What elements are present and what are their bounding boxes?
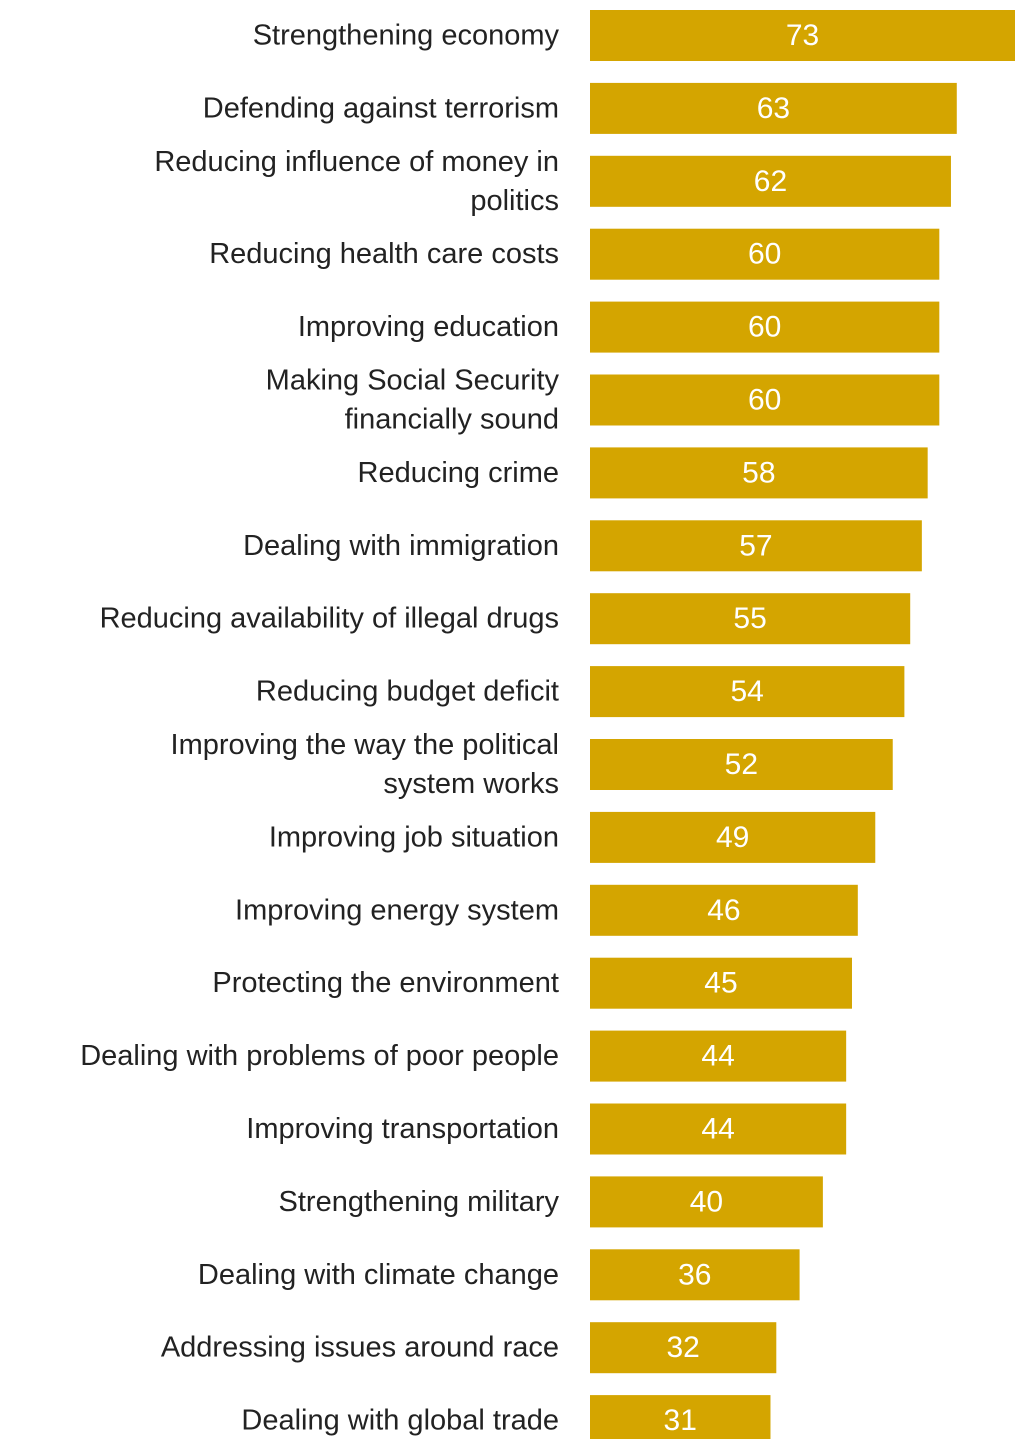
category-label-line: Defending against terrorism bbox=[203, 92, 559, 124]
data-label: 62 bbox=[754, 165, 787, 198]
bar bbox=[590, 520, 922, 572]
data-label: 60 bbox=[748, 238, 781, 271]
category-label: Protecting the environment bbox=[212, 967, 559, 999]
bar bbox=[590, 1395, 771, 1439]
data-label: 60 bbox=[748, 384, 781, 417]
category-label: Improving energy system bbox=[235, 894, 559, 926]
data-label: 57 bbox=[739, 529, 772, 562]
data-label: 55 bbox=[733, 602, 766, 635]
category-label-line: Improving transportation bbox=[246, 1113, 559, 1145]
category-label-line: Making Social Security bbox=[266, 365, 560, 397]
bar bbox=[590, 1322, 777, 1374]
category-label-line: Dealing with problems of poor people bbox=[80, 1040, 559, 1072]
category-label: Reducing influence of money in politics bbox=[154, 146, 559, 217]
category-label-line: Improving education bbox=[298, 311, 559, 343]
data-label: 32 bbox=[666, 1331, 699, 1364]
category-label-line: Strengthening economy bbox=[253, 20, 560, 52]
category-label: Dealing with immigration bbox=[243, 530, 559, 562]
bar bbox=[590, 10, 1015, 61]
category-label: Defending against terrorism bbox=[203, 92, 559, 124]
bar bbox=[590, 666, 905, 718]
data-label: 45 bbox=[704, 967, 737, 1000]
data-label: 44 bbox=[701, 1113, 734, 1146]
category-label-line: financially sound bbox=[345, 404, 559, 436]
category-label: Improving education bbox=[298, 311, 559, 343]
bar bbox=[590, 957, 852, 1009]
category-label-line: Reducing availability of illegal drugs bbox=[100, 603, 559, 635]
category-label-line: Reducing crime bbox=[358, 457, 559, 489]
category-label-line: Reducing influence of money in bbox=[154, 146, 559, 178]
data-label: 31 bbox=[664, 1404, 697, 1437]
bar bbox=[590, 374, 940, 426]
bar bbox=[590, 739, 893, 790]
bar bbox=[590, 1030, 847, 1082]
category-label: Dealing with climate change bbox=[198, 1259, 559, 1291]
category-label: Dealing with problems of poor people bbox=[80, 1040, 559, 1072]
category-label-line: Improving the way the political bbox=[171, 729, 559, 761]
category-label: Making Social Security financially sound bbox=[266, 365, 560, 436]
category-label-line: Dealing with immigration bbox=[243, 530, 559, 562]
category-label-line: Improving job situation bbox=[269, 821, 559, 853]
bar bbox=[590, 1249, 800, 1301]
data-label: 46 bbox=[707, 894, 740, 927]
data-label: 40 bbox=[690, 1185, 723, 1218]
bar bbox=[590, 82, 957, 134]
bar bbox=[590, 155, 951, 207]
category-label-line: Protecting the environment bbox=[212, 967, 559, 999]
category-label: Dealing with global trade bbox=[241, 1405, 559, 1437]
data-label: 63 bbox=[757, 92, 790, 125]
category-label-line: Reducing budget deficit bbox=[256, 676, 559, 708]
data-label: 73 bbox=[786, 19, 819, 52]
category-label: Strengthening military bbox=[279, 1186, 560, 1218]
data-label: 54 bbox=[731, 675, 764, 708]
category-label: Reducing availability of illegal drugs bbox=[100, 603, 559, 635]
category-label-line: Strengthening military bbox=[279, 1186, 560, 1218]
bar bbox=[590, 811, 876, 863]
category-label: Improving job situation bbox=[269, 821, 559, 853]
category-label: Improving transportation bbox=[246, 1113, 559, 1145]
category-label-line: politics bbox=[470, 185, 559, 217]
category-label-line: Dealing with global trade bbox=[241, 1405, 559, 1437]
data-label: 60 bbox=[748, 311, 781, 344]
category-label: Reducing budget deficit bbox=[256, 676, 559, 708]
category-label: Strengthening economy bbox=[253, 20, 560, 52]
data-label: 52 bbox=[725, 748, 758, 781]
data-label: 49 bbox=[716, 821, 749, 854]
category-label: Reducing health care costs bbox=[209, 238, 559, 270]
category-label: Reducing crime bbox=[358, 457, 559, 489]
bar bbox=[590, 301, 940, 353]
data-label: 58 bbox=[742, 456, 775, 489]
bar bbox=[590, 447, 928, 499]
bar bbox=[590, 1176, 823, 1228]
category-label-line: Reducing health care costs bbox=[209, 238, 559, 270]
category-label-line: system works bbox=[383, 768, 559, 800]
data-label: 36 bbox=[678, 1258, 711, 1291]
category-label: Improving the way the political system wo… bbox=[171, 729, 559, 800]
bar bbox=[590, 593, 911, 645]
category-label-line: Improving energy system bbox=[235, 894, 559, 926]
category-label-line: Dealing with climate change bbox=[198, 1259, 559, 1291]
bar bbox=[590, 228, 940, 280]
bar bbox=[590, 884, 858, 936]
bar bbox=[590, 1103, 847, 1155]
data-label: 44 bbox=[701, 1040, 734, 1073]
category-label: Addressing issues around race bbox=[161, 1332, 559, 1364]
category-label-line: Addressing issues around race bbox=[161, 1332, 559, 1364]
